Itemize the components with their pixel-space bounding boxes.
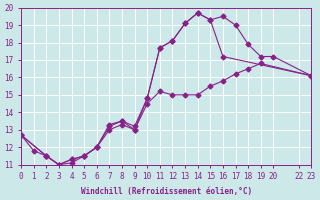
X-axis label: Windchill (Refroidissement éolien,°C): Windchill (Refroidissement éolien,°C): [81, 187, 252, 196]
